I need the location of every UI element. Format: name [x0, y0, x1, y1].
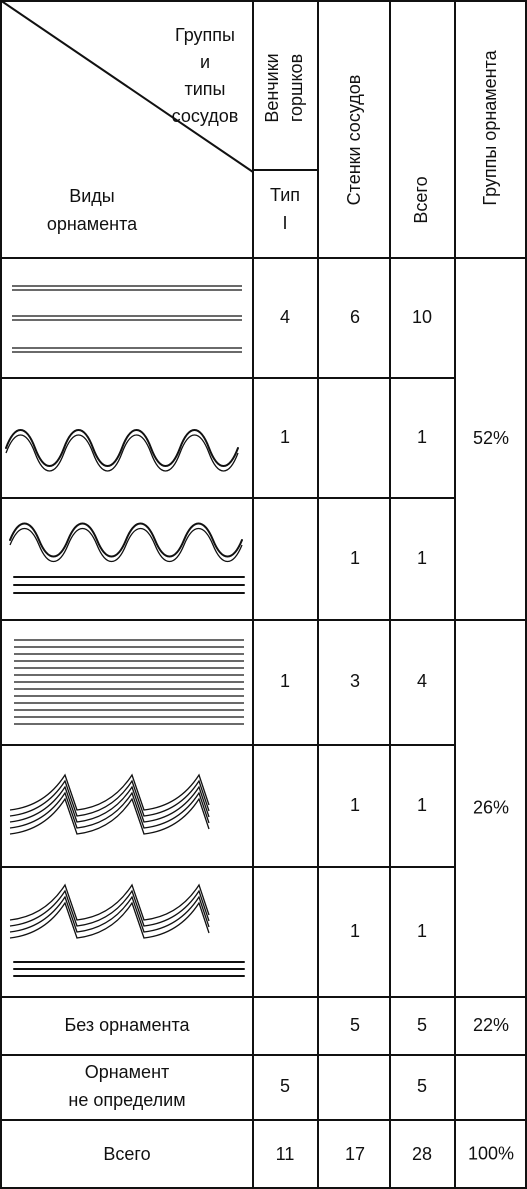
ornament-drawings	[5, 285, 245, 977]
corner-top-label: типы	[185, 79, 226, 99]
cell-walls: 3	[350, 671, 360, 691]
group-share: 22%	[473, 1015, 509, 1035]
group-share: 52%	[473, 428, 509, 448]
cell-total: 1	[417, 795, 427, 815]
corner-bottom-label: орнамента	[47, 214, 138, 234]
rims-header: Венчики	[262, 53, 282, 122]
cell-walls: 1	[350, 795, 360, 815]
walls-header: Стенки сосудов	[344, 75, 364, 206]
cell-total: 1	[417, 427, 427, 447]
group-share: 100%	[468, 1143, 514, 1163]
cell-rims: 1	[280, 671, 290, 691]
row-label: не определим	[68, 1090, 185, 1110]
cell-walls: 5	[350, 1015, 360, 1035]
row-label: Орнамент	[85, 1062, 170, 1082]
cell-walls: 17	[345, 1144, 365, 1164]
row-label: Без орнамента	[64, 1015, 190, 1035]
rims-type-header: I	[282, 213, 287, 233]
cell-rims: 4	[280, 307, 290, 327]
cell-total: 1	[417, 921, 427, 941]
cell-total: 1	[417, 548, 427, 568]
cell-rims: 11	[276, 1144, 295, 1164]
rims-header: горшков	[286, 54, 306, 122]
cell-total: 10	[412, 307, 432, 327]
cell-rims: 5	[280, 1076, 290, 1096]
cell-total: 4	[417, 671, 427, 691]
cell-total: 5	[417, 1076, 427, 1096]
corner-top-label: Группы	[175, 25, 235, 45]
groups-header: Группы орнамента	[480, 49, 500, 205]
cell-total: 28	[412, 1144, 432, 1164]
group-share: 26%	[473, 797, 509, 817]
cell-walls: 1	[350, 548, 360, 568]
cell-walls: 1	[350, 921, 360, 941]
row-label: Всего	[103, 1144, 150, 1164]
corner-top-label: сосудов	[172, 106, 239, 126]
corner-bottom-label: Виды	[69, 186, 115, 206]
cell-rims: 1	[280, 427, 290, 447]
total-header: Всего	[411, 176, 431, 223]
cell-total: 5	[417, 1015, 427, 1035]
cell-walls: 6	[350, 307, 360, 327]
rims-type-header: Тип	[270, 185, 300, 205]
corner-top-label: и	[200, 52, 210, 72]
